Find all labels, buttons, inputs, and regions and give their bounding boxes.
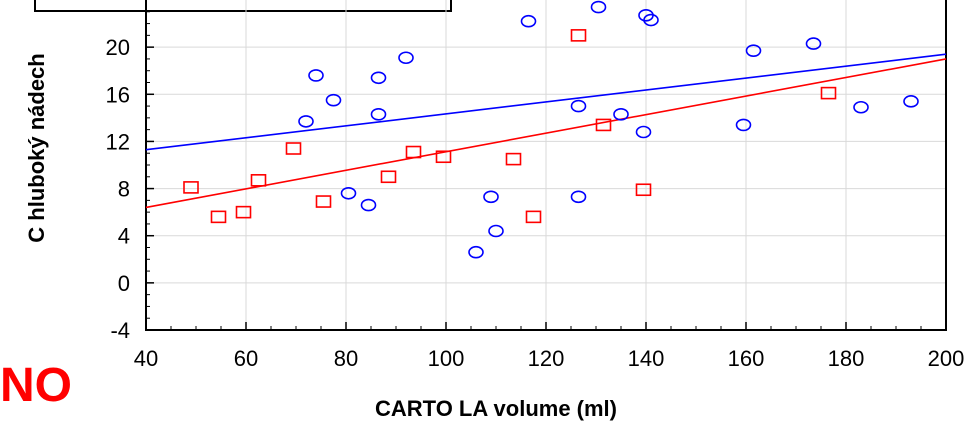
y-tick-label: 16 (106, 82, 130, 107)
data-point-circle (745, 44, 762, 57)
legend-box (34, 0, 452, 12)
data-point-circle (308, 69, 324, 82)
data-point-square (635, 183, 652, 197)
grid-lines (145, 0, 947, 331)
data-point-square (210, 210, 227, 224)
data-point-circle (570, 99, 587, 113)
x-tick-label: 140 (628, 346, 665, 371)
partial-red-text: NO (0, 359, 72, 412)
y-tick-label: 0 (118, 271, 130, 296)
data-point-square (250, 174, 267, 187)
x-tick-label: 40 (134, 346, 158, 371)
data-point-circle (488, 224, 504, 238)
data-point-square (380, 170, 397, 184)
y-tick-label: 4 (118, 224, 130, 249)
y-tick-label: 12 (106, 129, 130, 154)
data-point-circle (325, 93, 342, 107)
data-point-circle (340, 186, 357, 200)
y-tick-label: 8 (118, 177, 130, 202)
data-point-square (525, 210, 542, 224)
data-point-square (435, 150, 452, 164)
data-point-circle (520, 14, 537, 28)
x-tick-label: 180 (828, 346, 865, 371)
data-point-square (315, 195, 332, 208)
data-point-circle (735, 118, 752, 132)
data-point-circle (853, 100, 869, 114)
data-point-square (595, 118, 612, 132)
data-point-circle (360, 198, 377, 212)
data-point-circle (370, 71, 387, 85)
data-point-circle (370, 108, 387, 121)
data-point-circle (468, 245, 484, 259)
tick-labels: 40 60 80 100 120 140 160 180 200 -4 0 4 8 12 16 20 (106, 35, 965, 371)
x-tick-label: 80 (334, 346, 358, 371)
data-point-square (285, 142, 302, 155)
trendline-series-1 (145, 53, 947, 151)
x-tick-label: 200 (928, 346, 965, 371)
data-point-circle (643, 13, 659, 27)
y-tick-label: -4 (110, 318, 130, 343)
data-point-square (235, 205, 252, 219)
data-point-circle (398, 51, 414, 65)
trendlines (145, 53, 947, 209)
trendline-series-2 (145, 58, 947, 209)
data-point-circle (483, 190, 499, 204)
data-point-circle (590, 0, 607, 14)
data-point-circle (570, 190, 587, 204)
data-point-circle (805, 37, 822, 50)
x-tick-label: 160 (728, 346, 765, 371)
x-tick-label: 100 (428, 346, 465, 371)
data-point-circle (298, 115, 314, 128)
data-point-circle (635, 125, 652, 139)
data-point-square (505, 152, 522, 166)
data-point-square (570, 29, 587, 42)
data-point-square (183, 181, 199, 194)
axis-ticks (145, 11, 947, 331)
y-axis-title: C hluboký nádech (24, 53, 49, 242)
data-point-circle (613, 108, 629, 121)
y-tick-label: 20 (106, 35, 130, 60)
x-axis-title: CARTO LA volume (ml) (375, 396, 617, 421)
x-tick-label: 60 (234, 346, 258, 371)
data-point-square (405, 145, 422, 159)
data-markers (183, 0, 919, 259)
data-point-circle (903, 95, 919, 108)
data-point-square (820, 86, 837, 100)
x-tick-label: 120 (528, 346, 565, 371)
